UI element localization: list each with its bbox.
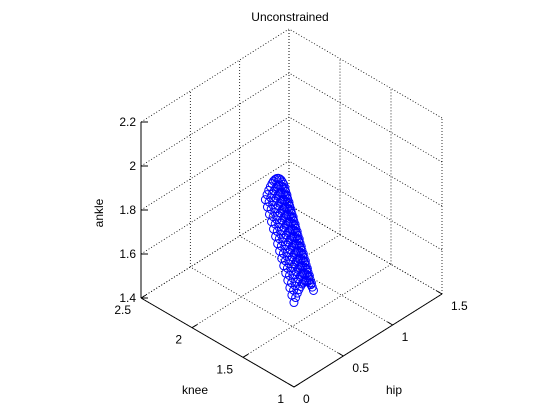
y-axis-tick (387, 321, 393, 326)
x-axis-tick (191, 324, 198, 329)
x-axis-line (140, 297, 295, 388)
grid-line-z-right-wall (288, 116, 443, 207)
axes (140, 121, 443, 388)
grid-line-z-left-wall (140, 204, 290, 299)
y-axis-tick (436, 290, 443, 295)
z-tick-label: 2.2 (119, 115, 136, 129)
grid-line-z-left-wall (140, 160, 290, 255)
y-axis-tick (288, 383, 295, 388)
data-point (306, 280, 316, 290)
y-tick-label: 0 (303, 392, 310, 406)
x-tick-label: 1.5 (216, 362, 233, 376)
y-axis-line (293, 293, 443, 388)
data-points (260, 173, 318, 308)
tick-labels: 1 1.5 2 2.5 0 0.5 1 1.5 1.4 1.6 1.8 2 2.2 (114, 115, 468, 406)
x-tick-label: 2 (175, 333, 182, 347)
x-axis-label: knee (182, 383, 208, 397)
x-axis-tick (242, 353, 249, 358)
data-point (289, 298, 299, 308)
grid-line-z-left-wall (140, 72, 290, 167)
z-tick-label: 1.8 (119, 203, 136, 217)
grid-line-z-right-wall (288, 72, 443, 163)
grid-line-z-right-wall (288, 160, 443, 251)
x-axis-tick (293, 383, 300, 388)
x-tick-label: 1 (277, 392, 284, 406)
z-tick-label: 1.4 (119, 291, 136, 305)
y-tick-label: 1 (402, 330, 409, 344)
z-axis-label: ankle (92, 198, 106, 227)
data-point (308, 285, 318, 295)
z-tick-label: 1.6 (119, 247, 136, 261)
z-tick-label: 2 (129, 159, 136, 173)
grid-line-z-left-wall (140, 28, 290, 123)
grid-line-z-right-wall (288, 204, 443, 295)
grid-line-y-floor (239, 235, 393, 326)
grid-line-y-floor (190, 266, 344, 357)
grid-line-x-floor (242, 263, 392, 358)
y-axis-label: hip (386, 383, 402, 397)
chart-title: Unconstrained (251, 10, 328, 24)
grid-line-z-left-wall (140, 116, 290, 211)
data-point (291, 293, 301, 303)
y-tick-label: 1.5 (451, 299, 468, 313)
x-tick-label: 2.5 (114, 303, 131, 317)
grid-line-z-right-wall (288, 28, 443, 119)
y-tick-label: 0.5 (352, 361, 369, 375)
grid-line-x-floor (191, 234, 341, 329)
y-axis-tick (338, 352, 344, 357)
